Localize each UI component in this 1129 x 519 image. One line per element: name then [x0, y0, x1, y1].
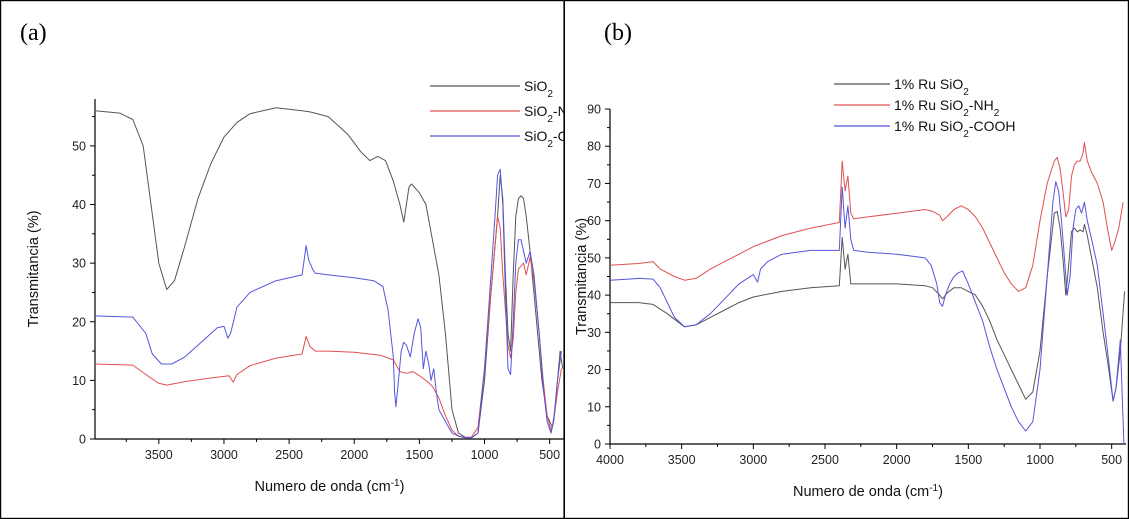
x-tick-label: 2000: [340, 448, 368, 462]
panel-label: (b): [604, 20, 632, 46]
x-tick-label: 500: [1101, 453, 1122, 467]
legend-label: SiO2-COOH: [524, 128, 565, 150]
y-tick-label: 40: [587, 289, 601, 303]
y-tick-label: 0: [79, 433, 86, 447]
x-tick-label: 1000: [471, 448, 499, 462]
y-axis-title: Transmitancia (%): [574, 218, 590, 335]
y-tick-label: 30: [72, 257, 86, 271]
y-tick-label: 50: [72, 139, 86, 153]
legend-label: 1% Ru SiO2: [894, 76, 969, 98]
series-line-2: [610, 142, 1124, 292]
y-axis-title: Transmitancia (%): [26, 210, 42, 327]
y-tick-label: 30: [587, 326, 601, 340]
y-tick-label: 10: [72, 374, 86, 388]
legend-label: 1% Ru SiO2-COOH: [894, 118, 1015, 140]
panel-label: (a): [20, 20, 47, 46]
y-tick-label: 90: [587, 103, 601, 117]
x-tick-label: 3000: [739, 453, 767, 467]
x-axis-title: Numero de onda (cm-1): [255, 478, 405, 496]
legend-label: SiO2-NH2: [524, 103, 565, 125]
panel-frame: [564, 0, 1129, 519]
x-tick-label: 4000: [596, 453, 624, 467]
x-tick-label: 500: [539, 448, 560, 462]
x-tick-label: 1500: [405, 448, 433, 462]
x-tick-label: 2500: [275, 448, 303, 462]
series-line-1: [610, 210, 1126, 402]
y-tick-label: 10: [587, 400, 601, 414]
series-line-2: [95, 215, 562, 438]
x-tick-label: 1000: [1026, 453, 1054, 467]
x-tick-label: 3500: [145, 448, 173, 462]
y-tick-label: 40: [72, 198, 86, 212]
x-tick-label: 2500: [811, 453, 839, 467]
series-line-1: [95, 107, 564, 439]
y-tick-label: 50: [587, 251, 601, 265]
y-tick-label: 80: [587, 140, 601, 154]
y-tick-label: 70: [587, 177, 601, 191]
panel-b: (b) 0 10 20 30 40 50 60 70 80 90 4000 3500 3000 2500 20…: [564, 0, 1129, 519]
legend-label: SiO2: [524, 78, 553, 100]
x-tick-label: 1500: [954, 453, 982, 467]
series-line-3: [95, 168, 562, 439]
y-tick-label: 20: [587, 363, 601, 377]
x-tick-label: 2000: [883, 453, 911, 467]
legend-label: 1% Ru SiO2-NH2: [894, 97, 1000, 119]
x-tick-label: 3000: [210, 448, 238, 462]
panel-a: (a) 0 10 20 30 40 50 3500 3000 2500 2000 1500 1000 50…: [0, 0, 565, 519]
y-tick-label: 0: [594, 438, 601, 452]
y-tick-label: 60: [587, 214, 601, 228]
x-tick-label: 3500: [668, 453, 696, 467]
y-tick-label: 20: [72, 315, 86, 329]
x-axis-title: Numero de onda (cm-1): [793, 483, 943, 501]
series-line-3: [610, 181, 1125, 445]
